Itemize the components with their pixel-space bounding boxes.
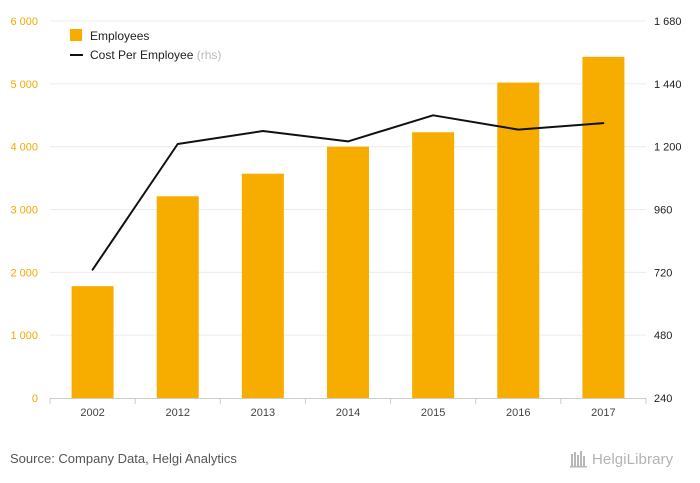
legend: Employees Cost Per Employee (rhs): [70, 29, 221, 62]
y-left-tick-label: 5 000: [10, 79, 38, 91]
x-tick-label: 2012: [165, 407, 189, 419]
x-tick-label: 2014: [336, 407, 360, 419]
employees-bar: [327, 146, 369, 398]
employees-bar: [412, 132, 455, 398]
employees-bar: [241, 173, 284, 398]
y-right-tick-label: 1 440: [654, 79, 682, 91]
employees-bar: [497, 82, 540, 399]
source-note: Source: Company Data, Helgi Analytics: [10, 451, 237, 466]
employees-bar: [71, 286, 114, 398]
library-icon: [570, 451, 587, 468]
y-left-tick-label: 6 000: [10, 16, 38, 28]
x-tick-label: 2013: [251, 407, 275, 419]
x-tick-label: 2016: [506, 407, 530, 419]
employees-bar: [156, 196, 199, 398]
y-right-tick-label: 1 200: [654, 142, 682, 154]
x-tick-label: 2017: [591, 407, 615, 419]
x-tick-label: 2002: [80, 407, 104, 419]
legend-swatch-employees: [70, 29, 82, 41]
y-right-tick-label: 1 680: [654, 16, 682, 28]
brand-name: HelgiLibrary: [592, 450, 674, 468]
legend-label-suffix: (rhs): [197, 48, 222, 62]
legend-label-employees: Employees: [90, 29, 149, 43]
legend-label-cost-per-employee: Cost Per Employee (rhs): [90, 48, 221, 62]
y-right-tick-label: 240: [654, 393, 672, 405]
cost-per-employee-line: [91, 114, 605, 271]
brand-logo: HelgiLibrary: [570, 447, 692, 471]
x-tick-label: 2015: [421, 407, 445, 419]
y-left-tick-label: 0: [32, 393, 38, 405]
y-left-tick-label: 1 000: [10, 330, 38, 342]
y-right-tick-label: 480: [654, 330, 672, 342]
y-left-tick-label: 3 000: [10, 205, 38, 217]
y-left-tick-label: 4 000: [10, 142, 38, 154]
axes: 0 1 000 2 000 3 000 4 000 5 000 6 000 240 480 720…: [10, 16, 681, 419]
employees-bar: [582, 56, 625, 398]
line-series: [91, 114, 605, 271]
y-right-tick-label: 960: [654, 205, 672, 217]
y-left-tick-label: 2 000: [10, 267, 38, 279]
y-right-tick-label: 720: [654, 267, 672, 279]
bar-series: [71, 56, 625, 399]
